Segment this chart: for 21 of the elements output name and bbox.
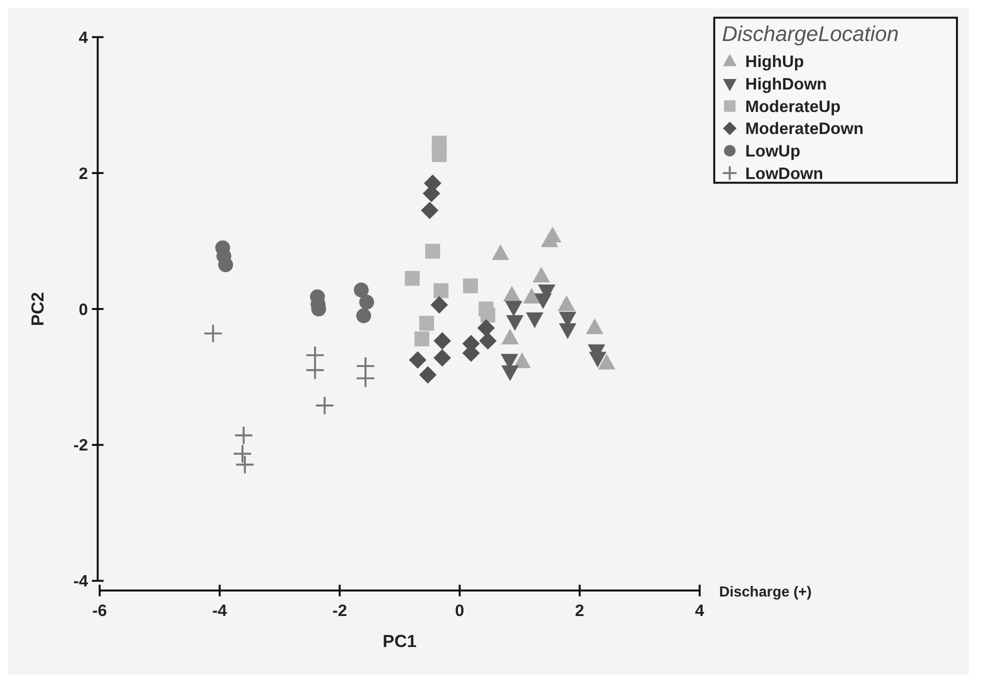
legend-label: LowUp xyxy=(745,142,800,161)
legend-title: DischargeLocation xyxy=(722,22,899,46)
x-tick-label: -6 xyxy=(92,602,107,620)
legend-label: ModerateDown xyxy=(745,120,864,138)
y-axis-title: PC2 xyxy=(27,292,48,326)
x-tick-label: 4 xyxy=(695,602,706,620)
x-tick-label: -2 xyxy=(332,602,347,620)
y-tick-label: -2 xyxy=(73,436,88,455)
y-tick-label: 0 xyxy=(78,300,88,319)
y-tick-label: -4 xyxy=(73,572,89,591)
legend-label: HighDown xyxy=(745,76,827,94)
legend-label: LowDown xyxy=(745,164,824,183)
x-tick-label: -4 xyxy=(212,602,228,620)
legend-label: ModerateUp xyxy=(745,98,841,116)
y-tick-label: 2 xyxy=(78,164,88,183)
x-axis-title: PC1 xyxy=(382,630,417,651)
y-tick-label: 4 xyxy=(78,28,89,47)
legend-label: HighUp xyxy=(745,53,804,72)
x-tick-label: 2 xyxy=(575,602,584,620)
text: Discharge (+) xyxy=(719,584,812,600)
x-tick-label: 0 xyxy=(455,602,464,620)
